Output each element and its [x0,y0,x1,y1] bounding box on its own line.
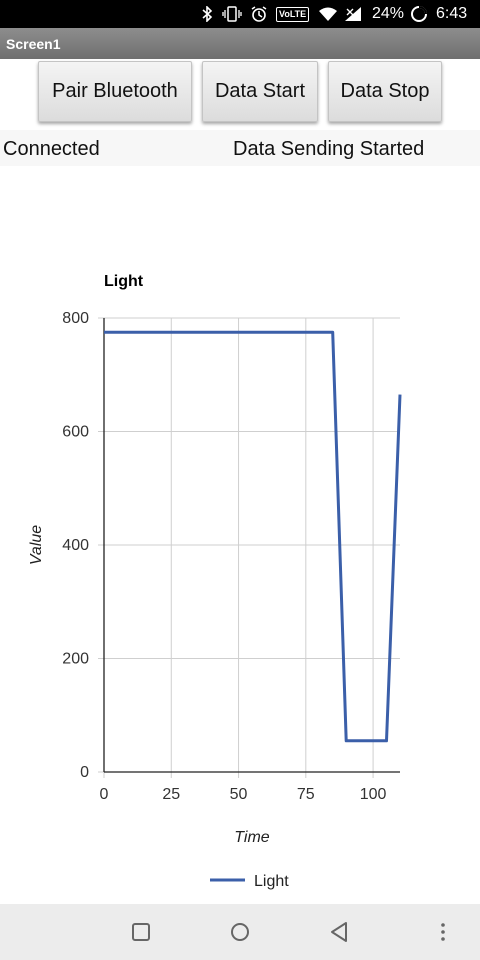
y-tick-label: 200 [62,651,89,668]
connection-status-label: Connected [3,138,100,160]
y-tick-label: 400 [62,537,89,554]
y-tick-label: 600 [62,424,89,441]
legend-label: Light [254,873,289,890]
chart-svg: Light 0 200 400 600 800 0 25 50 75 100 Time Value… [28,273,402,890]
alarm-icon [251,6,267,22]
series-line-light [104,330,402,743]
status-bar: VoLTE 24% 6:43 [0,0,480,28]
chart-legend: Light [210,873,289,890]
volte-icon: VoLTE [276,7,310,22]
chart-title: Light [104,273,144,290]
battery-percent: 24% [372,5,405,22]
x-tick-label: 25 [162,786,180,803]
navigation-bar [0,904,480,960]
vibrate-icon [222,6,242,22]
home-icon[interactable] [228,916,252,948]
recent-apps-icon[interactable] [130,916,152,948]
x-tick-label: 0 [100,786,109,803]
y-tick-label: 800 [62,310,89,327]
bluetooth-icon [202,6,213,22]
x-tick-label: 50 [230,786,248,803]
light-chart: Light 0 200 400 600 800 0 25 50 75 100 Time Value… [0,166,480,904]
x-tick-label: 75 [297,786,315,803]
data-stop-button[interactable]: Data Stop [328,61,442,122]
battery-icon [411,6,427,22]
menu-dots-icon[interactable] [438,916,448,948]
y-tick-label: 0 [80,764,89,781]
back-icon[interactable] [328,916,350,948]
y-axis-label: Value [28,525,45,565]
wifi-icon [319,7,337,21]
screen-title-bar: Screen1 [0,28,480,59]
pair-bluetooth-button[interactable]: Pair Bluetooth [38,61,192,122]
x-tick-label: 100 [360,786,387,803]
signal-icon [345,7,361,21]
sending-status-label: Data Sending Started [233,138,425,160]
x-axis-label: Time [234,829,270,846]
status-time: 6:43 [436,5,468,22]
screen-title: Screen1 [6,36,61,52]
status-label-row [0,130,480,166]
data-start-button[interactable]: Data Start [202,61,318,122]
